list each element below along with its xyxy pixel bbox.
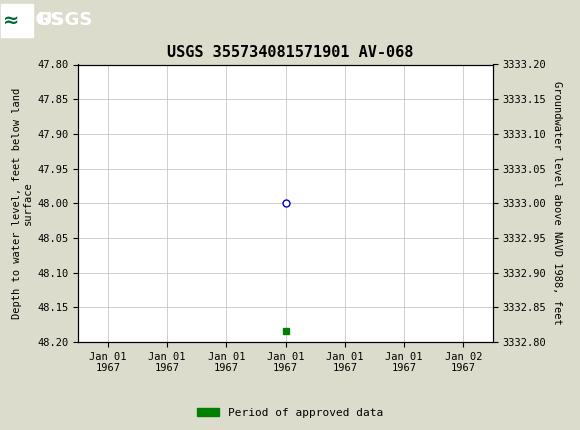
Text: ≈: ≈ (3, 11, 19, 30)
Legend: Period of approved data: Period of approved data (193, 403, 387, 422)
Text: USGS: USGS (9, 12, 64, 29)
Y-axis label: Depth to water level, feet below land
surface: Depth to water level, feet below land su… (12, 88, 33, 319)
Text: USGS: USGS (38, 12, 93, 29)
Bar (1, 4, 33, 37)
Text: USGS 355734081571901 AV-068: USGS 355734081571901 AV-068 (167, 45, 413, 60)
Y-axis label: Groundwater level above NAVD 1988, feet: Groundwater level above NAVD 1988, feet (552, 81, 562, 325)
